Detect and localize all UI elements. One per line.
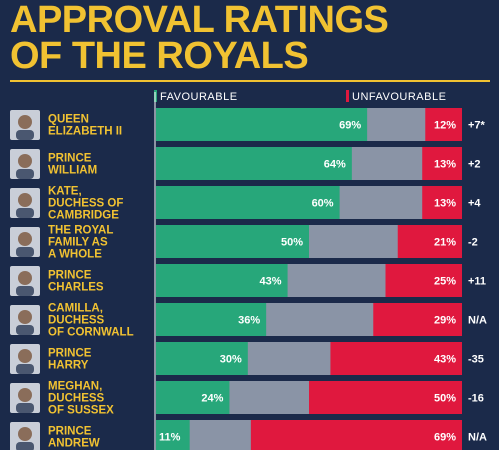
chart-title: APPROVAL RATINGS OF THE ROYALS (10, 0, 389, 77)
prince-william-portrait-icon-shoulders (16, 169, 34, 179)
favourable-label-2: 60% (312, 198, 334, 210)
category-label-8-line-1: ANDREW (48, 438, 100, 450)
unfavourable-bar-2 (422, 186, 462, 219)
category-label-0-line-1: ELIZABETH II (48, 126, 122, 138)
category-label-4-line-0: PRINCE (48, 270, 92, 282)
unfavourable-bar-7 (309, 381, 462, 414)
category-label-7-line-2: OF SUSSEX (48, 405, 114, 417)
net-score-label-1: +2 (468, 159, 481, 171)
favourable-bar-2 (156, 186, 340, 219)
unfavourable-bar-8 (250, 420, 462, 450)
queen-elizabeth-portrait-icon (18, 115, 32, 129)
camilla-portrait-icon (18, 310, 32, 324)
favourable-label-7: 24% (201, 393, 223, 405)
favourable-bar-4 (156, 264, 288, 297)
unfavourable-label-1: 13% (434, 159, 456, 171)
category-label-5-line-1: DUCHESS (48, 315, 105, 327)
kate-portrait-icon-shoulders (16, 208, 34, 218)
title-line-1: APPROVAL RATINGS (10, 0, 389, 41)
net-score-label-0: +7* (468, 120, 486, 132)
crown-icon (18, 232, 32, 246)
category-label-5-line-2: OF CORNWALL (48, 327, 134, 339)
category-label-3-line-1: FAMILY AS (48, 237, 108, 249)
unfavourable-label-5: 29% (434, 315, 456, 327)
prince-harry-portrait-icon-shoulders (16, 364, 34, 374)
unfavourable-label-4: 25% (434, 276, 456, 288)
category-label-6-line-0: PRINCE (48, 348, 92, 360)
prince-charles-portrait-icon (18, 271, 32, 285)
favourable-bar-0 (156, 108, 368, 141)
favourable-label-8: 11% (159, 432, 181, 444)
favourable-label-5: 36% (238, 315, 260, 327)
net-score-label-4: +11 (468, 276, 486, 288)
favourable-bar-1 (156, 147, 352, 180)
unfavourable-label-2: 13% (434, 198, 456, 210)
title-divider (10, 80, 490, 82)
net-score-label-7: -16 (468, 393, 484, 405)
meghan-portrait-icon-shoulders (16, 403, 34, 413)
net-score-label-8: N/A (468, 432, 487, 444)
net-score-label-6: -35 (468, 354, 484, 366)
favourable-label-4: 43% (260, 276, 282, 288)
meghan-portrait-icon (18, 388, 32, 402)
favourable-bar-6 (156, 342, 248, 375)
legend-unfavourable-swatch (346, 90, 349, 102)
prince-charles-portrait-icon-shoulders (16, 286, 34, 296)
favourable-bar-8 (156, 420, 190, 450)
favourable-label-0: 69% (339, 120, 361, 132)
crown-icon-shoulders (16, 247, 34, 257)
category-label-8-line-0: PRINCE (48, 426, 92, 438)
category-label-4-line-1: CHARLES (48, 282, 104, 294)
category-label-2-line-2: CAMBRIDGE (48, 210, 119, 222)
unfavourable-bar-4 (385, 264, 462, 297)
favourable-label-1: 64% (324, 159, 346, 171)
net-score-label-2: +4 (468, 198, 481, 210)
unfavourable-label-7: 50% (434, 393, 456, 405)
kate-portrait-icon (18, 193, 32, 207)
prince-andrew-portrait-icon-shoulders (16, 442, 34, 450)
legend-favourable-label: FAVOURABLE (160, 91, 238, 103)
unfavourable-label-8: 69% (434, 432, 456, 444)
unfavourable-bar-1 (422, 147, 462, 180)
unfavourable-bar-5 (373, 303, 462, 336)
category-label-1-line-1: WILLIAM (48, 165, 97, 177)
net-score-label-5: N/A (468, 315, 487, 327)
camilla-portrait-icon-shoulders (16, 325, 34, 335)
legend-unfavourable-label: UNFAVOURABLE (352, 91, 447, 103)
category-label-0-line-0: QUEEN (48, 114, 89, 126)
unfavourable-bar-3 (397, 225, 462, 258)
favourable-bar-5 (156, 303, 267, 336)
legend-unfavourable: UNFAVOURABLE (346, 90, 446, 103)
unfavourable-bar-0 (425, 108, 462, 141)
unfavourable-bar-6 (330, 342, 462, 375)
category-label-2-line-0: KATE, (48, 186, 82, 198)
favourable-bar-7 (156, 381, 230, 414)
unfavourable-label-6: 43% (434, 354, 456, 366)
title-line-2: OF THE ROYALS (10, 35, 309, 77)
queen-elizabeth-portrait-icon-shoulders (16, 130, 34, 140)
category-label-7-line-1: DUCHESS (48, 393, 105, 405)
prince-harry-portrait-icon (18, 349, 32, 363)
favourable-label-3: 50% (281, 237, 303, 249)
category-label-5-line-0: CAMILLA, (48, 303, 103, 315)
category-label-1-line-0: PRINCE (48, 153, 92, 165)
category-label-2-line-1: DUCHESS OF (48, 198, 123, 210)
category-label-7-line-0: MEGHAN, (48, 381, 102, 393)
unfavourable-label-0: 12% (434, 120, 456, 132)
category-label-6-line-1: HARRY (48, 360, 89, 372)
net-score-label-3: -2 (468, 237, 478, 249)
favourable-label-6: 30% (220, 354, 242, 366)
category-label-3-line-0: THE ROYAL (48, 225, 113, 237)
unfavourable-label-3: 21% (434, 237, 456, 249)
category-label-3-line-2: A WHOLE (48, 249, 102, 261)
prince-william-portrait-icon (18, 154, 32, 168)
favourable-bar-3 (156, 225, 309, 258)
prince-andrew-portrait-icon (18, 427, 32, 441)
